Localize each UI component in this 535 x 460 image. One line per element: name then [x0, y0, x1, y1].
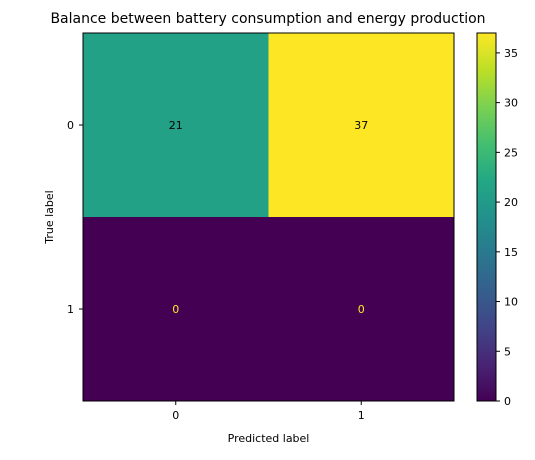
y-tick-label: 1	[67, 303, 74, 316]
colorbar-tick-label: 15	[504, 246, 518, 259]
colorbar-tick-label: 35	[504, 47, 518, 60]
colorbar-tick-label: 10	[504, 296, 518, 309]
colorbar-tick-label: 30	[504, 97, 518, 110]
heatmap-cell-0-1	[268, 33, 454, 217]
cell-value-label-0-1: 37	[354, 119, 368, 132]
heatmap-cell-0-0	[83, 33, 269, 217]
colorbar-tick-label: 20	[504, 196, 518, 209]
colorbar-tick-label: 5	[504, 345, 511, 358]
heatmap-cell-1-0	[83, 217, 269, 401]
plot-frame	[82, 32, 455, 402]
cell-value-label-1-1: 0	[358, 303, 365, 316]
x-tick-label: 1	[358, 409, 365, 422]
cell-value-label-1-0: 0	[172, 303, 179, 316]
colorbar-tick-label: 0	[504, 395, 511, 408]
heatmap-cell-1-1	[268, 217, 454, 401]
colorbar-tick-label: 25	[504, 146, 518, 159]
cell-value-label-0-0: 21	[169, 119, 183, 132]
y-axis-label: True label	[43, 190, 56, 244]
colorbar	[476, 32, 497, 402]
heatmap-cell-labels: 21 37 0 0	[169, 119, 369, 316]
chart-title: Balance between battery consumption and …	[50, 11, 485, 27]
heatmap-cells	[83, 33, 454, 401]
x-axis-label: Predicted label	[228, 432, 310, 445]
y-tick-label: 0	[67, 119, 74, 132]
colorbar-ticks: 0 5 10 15 20 25 30 35	[496, 47, 518, 408]
x-tick-label: 0	[172, 409, 179, 422]
y-axis-ticks: 01	[67, 119, 83, 316]
